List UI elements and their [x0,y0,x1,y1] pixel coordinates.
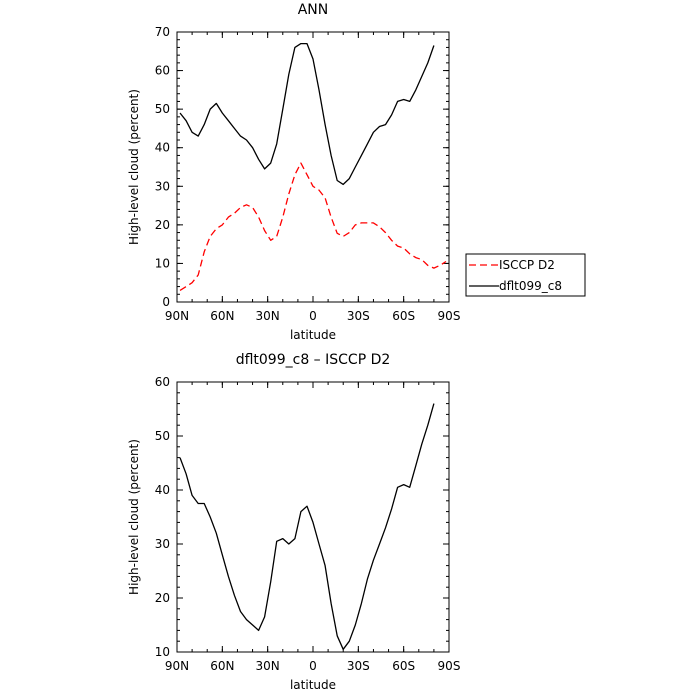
bottom-plot-frame [176,381,450,653]
bottom-series-group [179,403,435,650]
y-tick-label: 50 [155,429,170,443]
top-plot-frame [176,31,450,303]
top-y-axis-label: High-level cloud (percent) [127,89,141,245]
x-tick-label: 0 [309,309,317,323]
difference-series-line [179,403,435,650]
x-tick-label: 60S [392,309,415,323]
y-tick-label: 70 [155,25,170,39]
top-x-axis-label: latitude [290,328,336,342]
top-plot-title: ANN [298,2,329,18]
bottom-plot: dflt099_c8 – ISCCP D2 10 20 30 40 50 60 90N 60… [127,352,460,692]
legend-label-isccp: ISCCP D2 [499,258,555,272]
y-tick-label: 10 [155,645,170,659]
y-tick-label: 30 [155,537,170,551]
y-tick-label: 60 [155,64,170,78]
x-tick-label: 30N [256,309,280,323]
x-tick-label: 60N [210,659,234,673]
top-y-ticks: 0 10 20 30 40 50 60 70 [155,25,449,309]
x-tick-label: 90S [438,659,461,673]
bottom-plot-title: dflt099_c8 – ISCCP D2 [236,352,391,368]
y-tick-label: 40 [155,141,170,155]
legend-box [465,253,586,297]
x-tick-label: 60N [210,309,234,323]
x-tick-label: 60S [392,659,415,673]
y-tick-label: 60 [155,375,170,389]
y-tick-label: 20 [155,591,170,605]
bottom-y-axis-label: High-level cloud (percent) [127,439,141,595]
x-tick-label: 90N [165,659,189,673]
top-x-ticks: 90N 60N 30N 0 30S 60S 90S [165,32,461,323]
x-tick-label: 30S [347,659,370,673]
x-tick-label: 90S [438,309,461,323]
y-tick-label: 30 [155,179,170,193]
x-tick-label: 30S [347,309,370,323]
legend-label-dflt099: dflt099_c8 [499,279,562,293]
bottom-x-axis-label: latitude [290,678,336,692]
y-tick-label: 0 [162,295,170,309]
y-tick-label: 50 [155,102,170,116]
bottom-x-ticks: 90N 60N 30N 0 30S 60S 90S [165,382,461,673]
series-line-dflt099-c8 [179,42,435,186]
series-line-isccp-d2 [179,162,447,291]
y-tick-label: 40 [155,483,170,497]
y-tick-label: 10 [155,256,170,270]
legend: ISCCP D2 dflt099_c8 [465,253,586,297]
x-tick-label: 0 [309,659,317,673]
x-tick-label: 30N [256,659,280,673]
x-tick-label: 90N [165,309,189,323]
top-series-group [179,42,447,291]
y-tick-label: 20 [155,218,170,232]
bottom-y-ticks: 10 20 30 40 50 60 [155,375,449,659]
